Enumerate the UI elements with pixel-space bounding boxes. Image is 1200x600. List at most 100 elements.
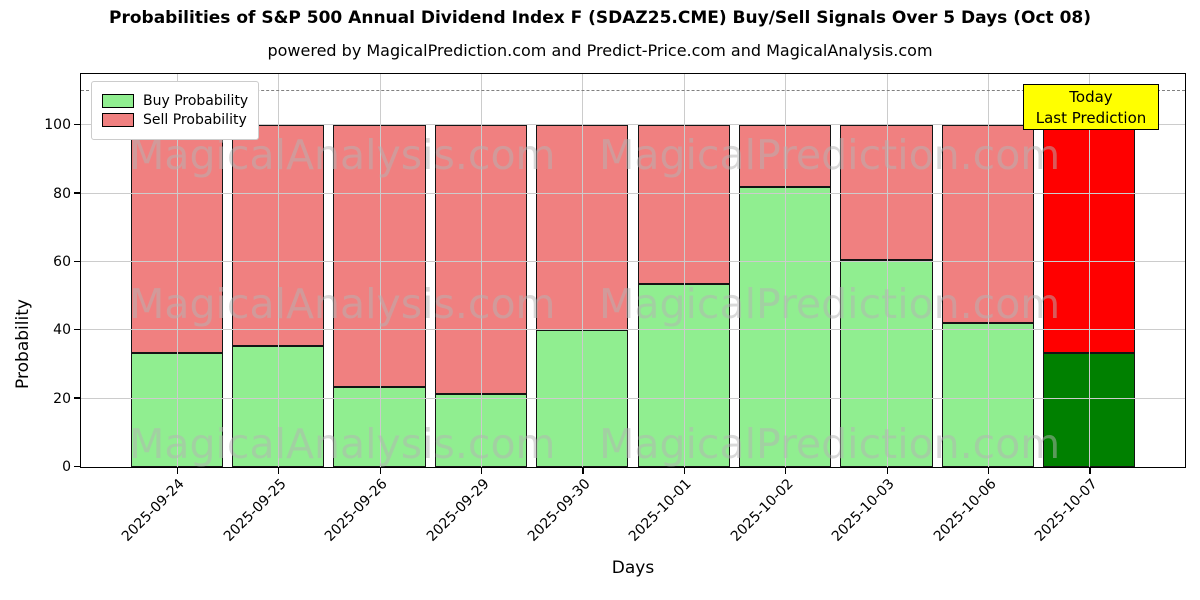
legend: Buy Probability Sell Probability bbox=[91, 81, 260, 140]
x-tick-mark bbox=[278, 468, 280, 474]
x-tick-mark bbox=[582, 468, 584, 474]
x-tick-mark bbox=[176, 468, 178, 474]
bar-slot-2025-09-29 bbox=[430, 74, 531, 474]
x-tick-mark bbox=[785, 468, 787, 474]
bar-segment-sell bbox=[1043, 125, 1136, 354]
gridline-v bbox=[176, 74, 178, 467]
bar-slot-2025-10-03 bbox=[836, 74, 937, 474]
x-tick-label: 2025-09-25 bbox=[220, 476, 290, 545]
bar-segment-sell bbox=[536, 125, 629, 331]
y-tick-mark bbox=[74, 329, 81, 331]
y-tick-label: 0 bbox=[62, 459, 71, 475]
x-tick-label: 2025-09-24 bbox=[119, 476, 189, 545]
bars-container bbox=[126, 74, 1140, 474]
y-tick-mark bbox=[74, 123, 81, 126]
bar-segment-buy bbox=[231, 345, 325, 467]
x-tick-label: 2025-09-29 bbox=[423, 476, 493, 545]
bar-segment-buy bbox=[637, 284, 730, 467]
bar-slot-2025-10-02 bbox=[734, 74, 835, 474]
y-tick-label: 20 bbox=[53, 390, 71, 407]
y-tick-label: 60 bbox=[53, 253, 71, 270]
x-tick-label: 2025-10-07 bbox=[1031, 476, 1101, 545]
x-tick-mark bbox=[1089, 468, 1091, 474]
plot-area: 2025-09-24 2025-09-25 2025-09-26 2025-09-29… bbox=[13, 73, 1186, 545]
bar-segment-sell bbox=[231, 125, 325, 346]
gridline-v bbox=[582, 74, 584, 467]
x-tick-label: 2025-10-06 bbox=[930, 476, 1000, 545]
gridline-h-20 bbox=[81, 397, 1185, 399]
gridline-v bbox=[987, 74, 989, 467]
legend-label-sell: Sell Probability bbox=[143, 112, 247, 128]
bar-segment-sell bbox=[637, 125, 730, 285]
x-tick-mark bbox=[886, 468, 888, 474]
chart-subtitle: powered by MagicalPrediction.com and Pre… bbox=[267, 41, 933, 60]
today-annotation: Today Last Prediction bbox=[1023, 84, 1159, 130]
x-tick-mark bbox=[480, 468, 483, 474]
bar-slot-2025-10-06 bbox=[937, 74, 1038, 474]
legend-swatch-sell bbox=[102, 113, 134, 127]
gridline-v bbox=[785, 74, 787, 467]
bar-2025-10-01 bbox=[637, 125, 730, 467]
y-tick-mark bbox=[74, 192, 81, 194]
gridline-v bbox=[886, 74, 888, 467]
bar-segment-buy bbox=[130, 352, 223, 467]
bar-segment-sell bbox=[434, 125, 528, 394]
bar-segment-buy bbox=[333, 386, 426, 467]
bar-segment-buy bbox=[434, 393, 528, 467]
legend-entry-buy: Buy Probability bbox=[102, 93, 248, 109]
gridline-h-40 bbox=[81, 329, 1185, 331]
x-tick-label: 2025-10-02 bbox=[727, 476, 797, 545]
bar-slot-2025-09-26 bbox=[329, 74, 430, 474]
legend-swatch-buy bbox=[102, 94, 134, 108]
x-tick-label: 2025-09-26 bbox=[321, 476, 391, 545]
threshold-line bbox=[81, 90, 1185, 92]
bar-2025-10-07 bbox=[1043, 125, 1136, 467]
bar-segment-sell bbox=[333, 125, 426, 387]
gridline-h-80 bbox=[81, 192, 1185, 194]
today-annotation-line2: Last Prediction bbox=[1035, 109, 1147, 127]
x-tick-mark bbox=[987, 468, 990, 474]
bar-slot-2025-09-25 bbox=[227, 74, 328, 474]
y-tick-label: 40 bbox=[53, 322, 71, 339]
bar-segment-sell bbox=[130, 125, 223, 353]
x-tick-label: 2025-10-03 bbox=[829, 476, 898, 545]
bar-segment-buy bbox=[1043, 353, 1136, 467]
bar-2025-09-29 bbox=[434, 125, 528, 467]
x-tick-mark bbox=[379, 468, 381, 474]
legend-entry-sell: Sell Probability bbox=[102, 112, 248, 128]
y-tick-mark bbox=[74, 465, 81, 467]
x-tick-label: 2025-10-01 bbox=[626, 476, 696, 545]
bar-segment-buy bbox=[941, 323, 1035, 467]
y-tick-label: 80 bbox=[53, 185, 71, 202]
x-tick-mark bbox=[683, 468, 686, 474]
bar-segment-buy bbox=[739, 186, 832, 467]
legend-label-buy: Buy Probability bbox=[143, 93, 249, 109]
bar-2025-09-24 bbox=[130, 125, 223, 467]
gridline-v bbox=[683, 74, 685, 467]
y-tick-label: 100 bbox=[44, 117, 71, 134]
bar-slot-2025-09-30 bbox=[532, 74, 633, 474]
bar-2025-10-02 bbox=[739, 125, 832, 467]
bar-2025-10-06 bbox=[941, 125, 1035, 467]
gridline-v bbox=[1089, 74, 1091, 467]
chart-title: Probabilities of S&P 500 Annual Dividend… bbox=[109, 8, 1091, 28]
y-tick-mark bbox=[74, 397, 81, 399]
bar-2025-09-26 bbox=[333, 125, 426, 467]
gridline-v bbox=[379, 74, 381, 467]
gridline-v bbox=[278, 74, 280, 467]
today-annotation-line1: Today bbox=[1069, 88, 1113, 106]
y-tick-mark bbox=[74, 260, 81, 262]
gridline-h-100 bbox=[81, 124, 1185, 126]
y-axis-title: Probability bbox=[13, 299, 33, 389]
bar-2025-09-25 bbox=[231, 125, 325, 467]
bar-segment-sell bbox=[941, 125, 1035, 324]
bar-slot-2025-10-01 bbox=[633, 74, 734, 474]
x-axis-title: Days bbox=[611, 558, 655, 578]
gridline-h-60 bbox=[81, 260, 1185, 262]
bar-slot-2025-09-24 bbox=[126, 74, 227, 474]
bar-segment-sell bbox=[739, 125, 832, 187]
bar-segment-buy bbox=[840, 260, 933, 467]
bar-slot-2025-10-07 bbox=[1039, 74, 1140, 474]
gridline-v bbox=[480, 74, 482, 467]
x-tick-label: 2025-09-30 bbox=[524, 476, 594, 545]
